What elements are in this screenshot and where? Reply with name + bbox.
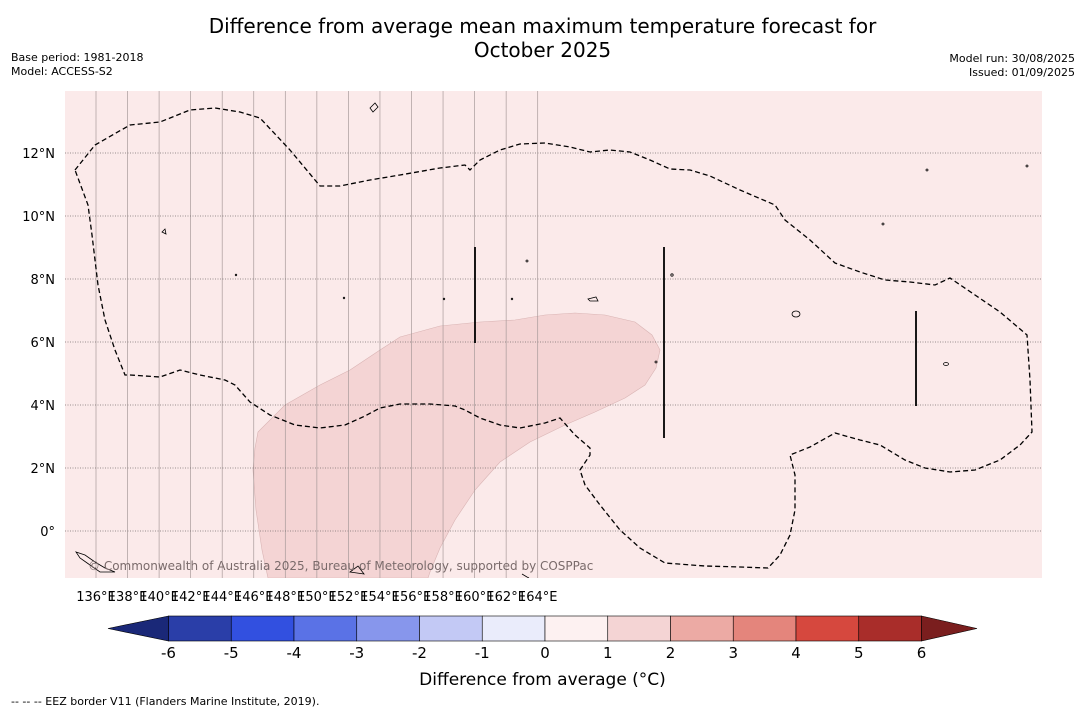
colorbar-bin: [356, 615, 420, 642]
colorbar-bin: [168, 615, 232, 642]
longitude-tick-label: 152°E: [329, 590, 369, 605]
island-outline: [510, 297, 514, 301]
longitude-labels: 136°E138°E140°E142°E144°E146°E148°E150°E…: [76, 590, 557, 605]
colorbar: [107, 615, 978, 642]
colorbar-bin: [795, 615, 860, 642]
island-outline: [587, 296, 599, 302]
island-outline: [791, 310, 801, 318]
island-outline: [521, 573, 530, 578]
island-outline: [442, 297, 446, 301]
base-period-label: Base period: 1981-2018: [11, 51, 144, 64]
latitude-tick-label: 12°N: [22, 147, 55, 162]
longitude-tick-label: 144°E: [202, 590, 242, 605]
longitude-tick-label: 160°E: [455, 590, 495, 605]
colorbar-tick-label: -5: [223, 644, 239, 662]
latitude-tick-label: 2°N: [31, 462, 56, 477]
island-outline: [925, 168, 929, 172]
colorbar-tick-label: -6: [161, 644, 176, 662]
island-outline: [161, 228, 167, 235]
longitude-tick-label: 158°E: [423, 590, 463, 605]
island-outlines: [75, 102, 1029, 578]
colorbar-tick-label: 6: [916, 644, 927, 662]
colorbar-low-extend: [107, 615, 169, 642]
longitude-tick-label: 154°E: [360, 590, 400, 605]
eez-border: [74, 107, 1033, 569]
island-outline: [943, 362, 949, 366]
latitude-tick-label: 4°N: [31, 399, 56, 414]
issued-label: Issued: 01/09/2025: [968, 66, 1075, 79]
longitude-tick-label: 146°E: [234, 590, 274, 605]
colorbar-bin: [419, 615, 483, 642]
colorbar-tick-label: 0: [540, 644, 550, 662]
model-run-label: Model run: 30/08/2025: [949, 52, 1075, 65]
border-markers: [474, 247, 917, 438]
island-outline: [1025, 164, 1029, 168]
longitude-tick-label: 138°E: [108, 590, 148, 605]
colorbar-tick-label: -1: [474, 644, 490, 662]
colorbar-tick-label: -3: [349, 644, 365, 662]
colorbar-bin: [607, 615, 671, 642]
colorbar-bin: [481, 615, 546, 642]
longitude-tick-label: 162°E: [486, 590, 526, 605]
island-outline: [654, 360, 658, 364]
latitude-tick-label: 6°N: [31, 336, 56, 351]
latitude-labels: 12°N 10°N 8°N 6°N 4°N 2°N 0°: [22, 147, 55, 540]
colorbar-tick-label: 3: [728, 644, 739, 662]
island-outline: [342, 296, 346, 300]
colorbar-bin: [858, 615, 922, 642]
island-outline: [234, 273, 238, 277]
chart-title: Difference from average mean maximum tem…: [0, 14, 1085, 62]
island-outline: [75, 551, 116, 573]
model-label: Model: ACCESS-S2: [11, 65, 113, 78]
longitude-tick-label: 156°E: [392, 590, 432, 605]
colorbar-tick-label: 4: [791, 644, 801, 662]
colorbar-label: Difference from average (°C): [419, 670, 666, 690]
copyright-text: © Commonwealth of Australia 2025, Bureau…: [88, 559, 593, 573]
longitude-tick-label: 140°E: [139, 590, 179, 605]
latitude-tick-label: 0°: [40, 525, 55, 540]
longitude-tick-label: 142°E: [171, 590, 211, 605]
colorbar-bin: [670, 615, 734, 642]
colorbar-bin: [293, 615, 358, 642]
longitude-tick-label: 136°E: [76, 590, 116, 605]
colorbar-bin: [732, 615, 797, 642]
colorbar-tick-label: -4: [286, 644, 302, 662]
colorbar-tick-label: 1: [602, 644, 613, 662]
island-outline: [348, 565, 365, 575]
anomaly-region: [252, 312, 661, 578]
meta-left: Base period: 1981-2018 Model: ACCESS-S2: [11, 51, 143, 79]
latitude-tick-label: 8°N: [31, 273, 56, 288]
colorbar-tick-label: -2: [412, 644, 427, 662]
colorbar-bin: [544, 615, 609, 642]
island-outline: [525, 259, 529, 263]
longitude-tick-label: 164°E: [518, 590, 558, 605]
longitude-tick-label: 148°E: [266, 590, 306, 605]
footnote: -- -- -- EEZ border V11 (Flanders Marine…: [11, 695, 320, 708]
colorbar-bin: [230, 615, 295, 642]
colorbar-tick-label: 2: [665, 644, 676, 662]
island-outline: [670, 273, 674, 277]
colorbar-tick-label: 5: [853, 644, 864, 662]
island-outline: [881, 222, 885, 226]
latitude-tick-label: 10°N: [22, 210, 55, 225]
island-outline: [369, 102, 379, 113]
colorbar-high-extend: [921, 615, 978, 642]
meta-right: Model run: 30/08/2025 Issued: 01/09/2025: [949, 52, 1075, 80]
title-line-1: Difference from average mean maximum tem…: [208, 14, 877, 38]
longitude-tick-label: 150°E: [297, 590, 337, 605]
title-line-2: October 2025: [473, 38, 612, 62]
